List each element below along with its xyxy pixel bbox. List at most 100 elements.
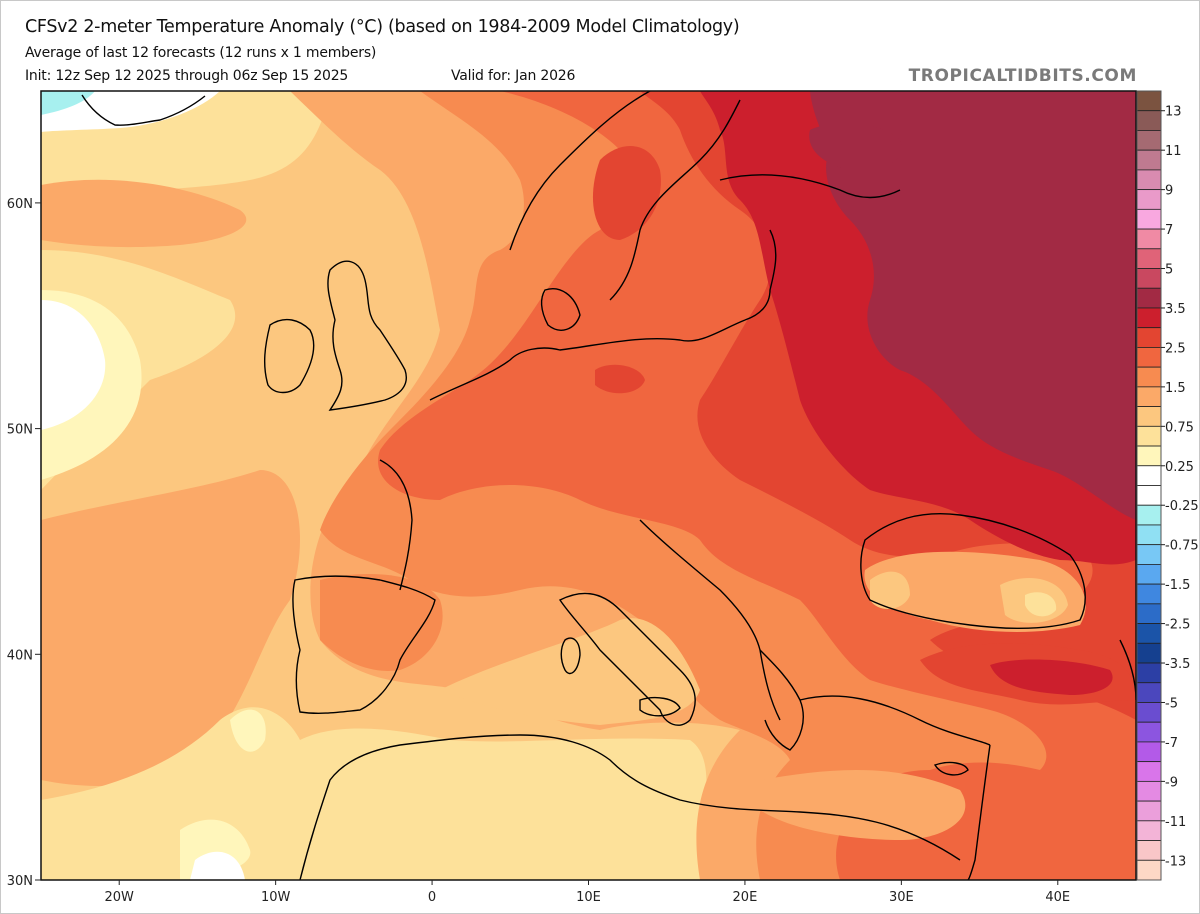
coastlines — [81, 91, 1136, 880]
chart-subtitle: Average of last 12 forecasts (12 runs x … — [25, 45, 377, 61]
colorbar-box — [1136, 347, 1162, 368]
coastline-levant — [967, 744, 991, 880]
colorbar-box — [1136, 642, 1162, 664]
colorbar-label: -0.25 — [1165, 499, 1199, 514]
x-axis: 20W 10W 0 10E 20E 30E 40E — [105, 880, 1070, 905]
colorbar-box — [1136, 268, 1162, 289]
colorbar-box — [1136, 583, 1162, 605]
field-scandinavia-25 — [592, 146, 661, 240]
colorbar-label: -1.5 — [1165, 578, 1190, 593]
coastline-adriatic-east — [639, 519, 781, 721]
colorbar-box — [1136, 504, 1162, 526]
coastline-turkey-south — [799, 695, 991, 746]
colorbar-box — [1136, 149, 1162, 171]
init-time: Init: 12z Sep 12 2025 through 06z Sep 15… — [25, 68, 349, 84]
coastline-ireland — [263, 318, 315, 394]
x-tick-label: 20E — [733, 890, 758, 905]
colorbar-box — [1136, 307, 1162, 329]
field-med-15 — [440, 618, 700, 725]
colorbar-box — [1136, 820, 1162, 841]
colorbar-box — [1136, 465, 1162, 486]
colorbar-box — [1136, 228, 1162, 250]
field-atlantic-white — [41, 300, 106, 430]
field-iceland-cyan — [41, 91, 95, 115]
colorbar-box — [1136, 603, 1162, 624]
x-tick-label: 20W — [105, 890, 135, 905]
colorbar-label: -7 — [1165, 736, 1178, 751]
colorbar-label: 11 — [1165, 144, 1182, 159]
colorbar-label: 1.5 — [1165, 381, 1186, 396]
coastline-france-west — [379, 459, 413, 591]
coastline-finland — [719, 174, 901, 199]
colorbar-box — [1136, 623, 1162, 644]
colorbar-box — [1136, 90, 1162, 112]
coastline-baltic-east — [744, 229, 777, 321]
colorbar-label: -11 — [1165, 815, 1186, 830]
x-tick-label: 40E — [1045, 890, 1070, 905]
colorbar-box — [1136, 386, 1162, 408]
coastline-norway — [509, 91, 651, 251]
field-iberia-20 — [320, 574, 443, 671]
colorbar-label: -3.5 — [1165, 657, 1190, 672]
field-germany-30 — [595, 364, 645, 394]
colorbar-box — [1136, 110, 1162, 131]
colorbar-outline — [1136, 90, 1162, 881]
y-tick-label: 40N — [7, 648, 33, 663]
x-tick-label: 30E — [889, 890, 914, 905]
valid-time: Valid for: Jan 2026 — [451, 68, 576, 84]
coastline-italy — [558, 592, 696, 726]
colorbar-box — [1136, 524, 1162, 546]
brand-watermark: TROPICALTIDBITS.COM — [908, 66, 1137, 86]
coastline-north-africa — [299, 734, 961, 880]
colorbar-box — [1136, 702, 1162, 723]
colorbar-box — [1136, 130, 1162, 151]
field-russia-core — [810, 91, 1136, 520]
colorbar-box — [1136, 800, 1162, 822]
coastline-black-sea — [860, 513, 1086, 629]
coastline-denmark — [540, 288, 581, 331]
colorbar-box — [1136, 662, 1162, 684]
colorbar-box — [1136, 169, 1162, 191]
colorbar-label: -0.75 — [1165, 539, 1199, 554]
colorbar-box — [1136, 189, 1162, 210]
colorbar-box — [1136, 366, 1162, 388]
colorbar-box — [1136, 761, 1162, 782]
coastline-sardinia — [560, 637, 581, 675]
colorbar-box — [1136, 741, 1162, 763]
coastline-greece — [759, 649, 804, 751]
colorbar-box — [1136, 406, 1162, 427]
colorbar-label: 2.5 — [1165, 341, 1186, 356]
colorbar-box — [1136, 287, 1162, 309]
colorbar-label: -13 — [1165, 854, 1186, 869]
field-blacksea-075 — [1025, 592, 1057, 617]
field-subtropics-lightest — [180, 709, 266, 880]
y-tick-label: 50N — [7, 423, 33, 438]
x-tick-label: 10W — [261, 890, 291, 905]
field-anatolia-35 — [990, 659, 1113, 695]
coastline-sicily — [639, 696, 681, 717]
colorbar-box — [1136, 840, 1162, 861]
colorbar-label: -5 — [1165, 696, 1178, 711]
colorbar-box — [1136, 859, 1162, 881]
x-tick-label: 0 — [428, 890, 436, 905]
colorbar-box — [1136, 248, 1162, 269]
colorbar-label: 7 — [1165, 223, 1173, 238]
coastline-cyprus — [933, 761, 969, 776]
y-tick-label: 60N — [7, 197, 33, 212]
field-atlantic-south — [41, 470, 300, 786]
coastline-north-sea-south — [429, 319, 746, 401]
y-tick-label: 30N — [7, 874, 33, 889]
colorbar-box — [1136, 682, 1162, 703]
field-atlantic-mid — [41, 179, 247, 248]
colorbar-label: 3.5 — [1165, 302, 1186, 317]
chart-title: CFSv2 2-meter Temperature Anomaly (°C) (… — [25, 17, 740, 37]
coastline-iberia — [292, 575, 436, 714]
coastline-iceland — [81, 94, 206, 126]
colorbar-box — [1136, 564, 1162, 585]
colorbar-box — [1136, 425, 1162, 447]
colorbar-box — [1136, 445, 1162, 467]
colorbar-box — [1136, 544, 1162, 565]
colorbar: 13 11 9 7 5 3.5 2.5 1.5 0.75 0.25 -0.25 -0.75 -1.5 -2… — [1136, 90, 1199, 881]
coastline-great-britain — [327, 260, 407, 411]
